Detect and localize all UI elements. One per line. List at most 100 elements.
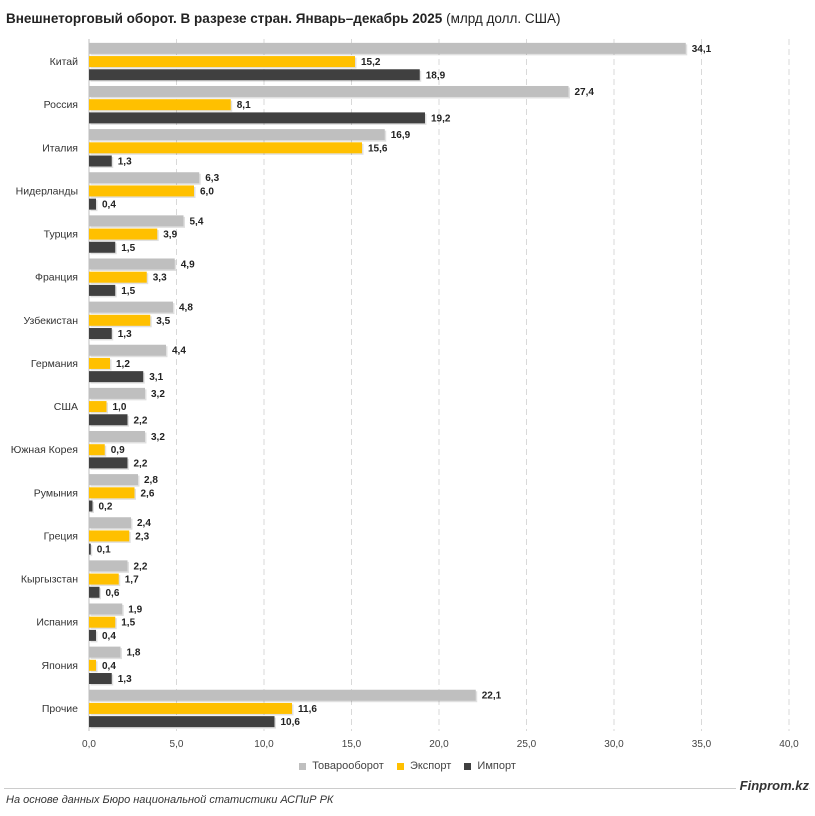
bar-export — [89, 702, 292, 714]
category-label: США — [54, 401, 78, 413]
legend-swatch-import — [464, 762, 472, 770]
category-label: Россия — [44, 99, 78, 111]
data-label-turnover: 3,2 — [151, 432, 165, 443]
category-label: Греция — [44, 530, 78, 542]
data-label-export: 2,3 — [135, 531, 149, 542]
bar-import — [89, 69, 420, 81]
data-label-export: 3,5 — [156, 316, 170, 327]
bar-turnover — [89, 344, 166, 356]
data-label-export: 8,1 — [237, 100, 251, 111]
bar-turnover — [89, 258, 175, 270]
category-label: Япония — [42, 660, 78, 672]
data-label-import: 10,6 — [281, 717, 301, 728]
data-label-import: 0,6 — [106, 588, 120, 599]
data-label-export: 15,2 — [361, 57, 381, 68]
bar-turnover — [89, 646, 121, 658]
bar-export — [89, 444, 105, 456]
data-label-turnover: 2,8 — [144, 475, 158, 486]
data-label-turnover: 22,1 — [482, 691, 502, 702]
x-tick-label: 20,0 — [429, 739, 449, 750]
bar-turnover — [89, 85, 569, 97]
data-label-import: 1,3 — [118, 329, 132, 340]
bar-turnover — [89, 560, 128, 572]
category-label: Китай — [50, 56, 79, 68]
brand-logo-text: Finprom.kz — [735, 778, 809, 793]
data-label-turnover: 27,4 — [575, 87, 595, 98]
bar-import — [89, 629, 96, 641]
x-tick-label: 35,0 — [692, 739, 712, 750]
bar-turnover — [89, 603, 123, 615]
bar-import — [89, 716, 275, 728]
bar-import — [89, 155, 112, 167]
legend-label-export: Экспорт — [409, 760, 452, 772]
data-label-import: 1,3 — [118, 674, 132, 685]
data-label-export: 15,6 — [368, 143, 388, 154]
data-label-import: 2,2 — [134, 415, 148, 426]
chart-title: Внешнеторговый оборот. В разрезе стран. … — [6, 11, 561, 26]
bar-import — [89, 457, 128, 469]
chart-legend: Товарооборот Экспорт Импорт — [0, 760, 815, 772]
data-label-export: 11,6 — [298, 704, 317, 715]
bar-import — [89, 284, 116, 296]
category-label: Турция — [44, 229, 78, 241]
bar-export — [89, 530, 130, 542]
bar-turnover — [89, 387, 145, 399]
x-tick-label: 30,0 — [604, 739, 624, 750]
category-label: Испания — [36, 617, 78, 629]
data-label-export: 1,7 — [125, 575, 139, 586]
category-label: Узбекистан — [23, 315, 78, 327]
bar-turnover — [89, 215, 184, 227]
data-label-export: 1,5 — [121, 618, 135, 629]
legend-swatch-export — [396, 762, 404, 770]
bar-export — [89, 228, 158, 240]
data-label-import: 1,5 — [121, 286, 135, 297]
bar-turnover — [89, 301, 173, 313]
bar-import — [89, 241, 116, 253]
legend-item-import: Импорт — [464, 760, 516, 772]
data-label-export: 2,6 — [141, 488, 155, 499]
x-tick-label: 0,0 — [82, 739, 96, 750]
data-label-turnover: 34,1 — [692, 44, 712, 55]
data-label-turnover: 2,2 — [134, 561, 148, 572]
data-label-import: 0,2 — [99, 502, 113, 513]
data-label-import: 19,2 — [431, 113, 451, 124]
bar-chart: 0,0 5,0 10,0 15,0 20,0 25,0 30,0 35,0 40,0 Китай 3… — [11, 39, 799, 750]
x-tick-label: 5,0 — [170, 739, 184, 750]
bar-export — [89, 357, 110, 369]
bar-import — [89, 543, 91, 555]
bar-turnover — [89, 430, 145, 442]
data-label-import: 18,9 — [426, 70, 446, 81]
chart-title-main: Внешнеторговый оборот. В разрезе стран. … — [6, 11, 443, 26]
data-label-export: 0,9 — [111, 445, 125, 456]
x-tick-label: 10,0 — [254, 739, 274, 750]
data-label-import: 0,1 — [97, 545, 111, 556]
legend-label-import: Импорт — [477, 760, 516, 772]
legend-item-turnover: Товарооборот — [299, 760, 384, 772]
legend-item-export: Экспорт — [396, 760, 452, 772]
data-label-export: 0,4 — [102, 661, 116, 672]
chart-title-unit: (млрд долл. США) — [446, 11, 561, 26]
data-label-import: 2,2 — [134, 458, 148, 469]
legend-label-turnover: Товарооборот — [312, 760, 384, 772]
bar-export — [89, 271, 147, 283]
bar-import — [89, 198, 96, 210]
x-tick-label: 40,0 — [779, 739, 799, 750]
category-label: Румыния — [34, 487, 78, 499]
bar-import — [89, 673, 112, 685]
bar-export — [89, 142, 362, 154]
data-label-export: 3,9 — [163, 230, 177, 241]
category-label: Италия — [42, 142, 78, 154]
data-label-import: 3,1 — [149, 372, 163, 383]
data-label-export: 1,0 — [113, 402, 127, 413]
data-label-import: 1,3 — [118, 157, 132, 168]
bar-turnover — [89, 689, 476, 701]
bar-export — [89, 56, 355, 68]
data-label-import: 0,4 — [102, 200, 116, 211]
bar-import — [89, 414, 128, 426]
bar-turnover — [89, 517, 131, 529]
footer-divider — [4, 788, 810, 789]
bar-import — [89, 500, 93, 512]
bar-export — [89, 487, 135, 499]
bar-export — [89, 185, 194, 197]
bar-turnover — [89, 129, 385, 141]
